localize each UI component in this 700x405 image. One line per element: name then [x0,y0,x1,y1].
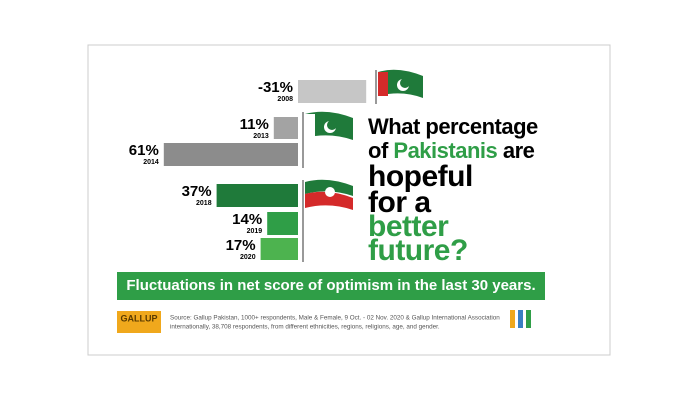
question-line: future? [368,234,468,267]
question-text: What percentage [368,114,538,139]
bar [163,143,298,166]
question-line: What percentage [368,114,538,139]
flag-2008 [375,69,423,104]
flag-2013 [302,111,353,168]
logo-text: GALLUP [121,313,158,323]
question-line: hopeful [368,160,473,193]
question-text: hopeful [368,160,473,193]
source-text: Source: Gallup Pakistan, 1000+ responden… [170,315,500,322]
question-text: Pakistanis [393,138,497,163]
bar [260,238,298,260]
banner [117,272,545,300]
value-label: 14% [232,211,262,228]
value-label: -31% [258,79,293,96]
logo-box [117,311,161,333]
category-label: 2013 [253,133,269,140]
category-label: 2014 [143,159,159,166]
question-text: for a [368,186,431,219]
source-text: internationally, 38,708 respondents, fro… [170,324,440,331]
value-label: 37% [182,183,212,200]
value-label: 61% [129,142,159,159]
value-label: 11% [240,116,269,133]
value-label: 17% [226,237,256,254]
bar [267,212,298,235]
category-label: 2019 [247,228,263,235]
question-text: future? [368,234,468,267]
jdn-logo [510,310,531,328]
flag-2018 [302,179,353,262]
banner-text: Fluctuations in net score of optimism in… [126,277,535,294]
category-label: 2008 [277,96,293,103]
category-label: 2018 [196,200,212,207]
question-line: of Pakistanis are [368,138,535,163]
question-line: for a [368,186,431,219]
bar [298,80,367,103]
bar [216,184,298,207]
bar [273,117,298,139]
question-line: better [368,210,449,243]
question-text: better [368,210,449,243]
category-label: 2020 [240,254,256,261]
bar-group: -31%2008 11%2013 61%2014 37%2018 14%2019 17%2… [129,79,367,261]
question-text: of [368,138,393,163]
question-text: are [497,138,534,163]
